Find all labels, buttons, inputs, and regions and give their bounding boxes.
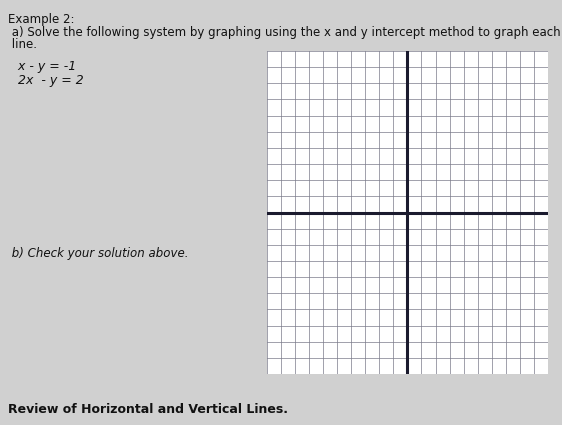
Text: b) Check your solution above.: b) Check your solution above. — [8, 247, 188, 260]
Text: a) Solve the following system by graphing using the x and y intercept method to : a) Solve the following system by graphin… — [8, 26, 561, 39]
Text: line.: line. — [8, 38, 37, 51]
Text: 2x  - y = 2: 2x - y = 2 — [14, 74, 84, 87]
Text: x - y = -1: x - y = -1 — [14, 60, 76, 73]
Text: Example 2:: Example 2: — [8, 13, 75, 26]
Text: Review of Horizontal and Vertical Lines.: Review of Horizontal and Vertical Lines. — [8, 403, 288, 416]
